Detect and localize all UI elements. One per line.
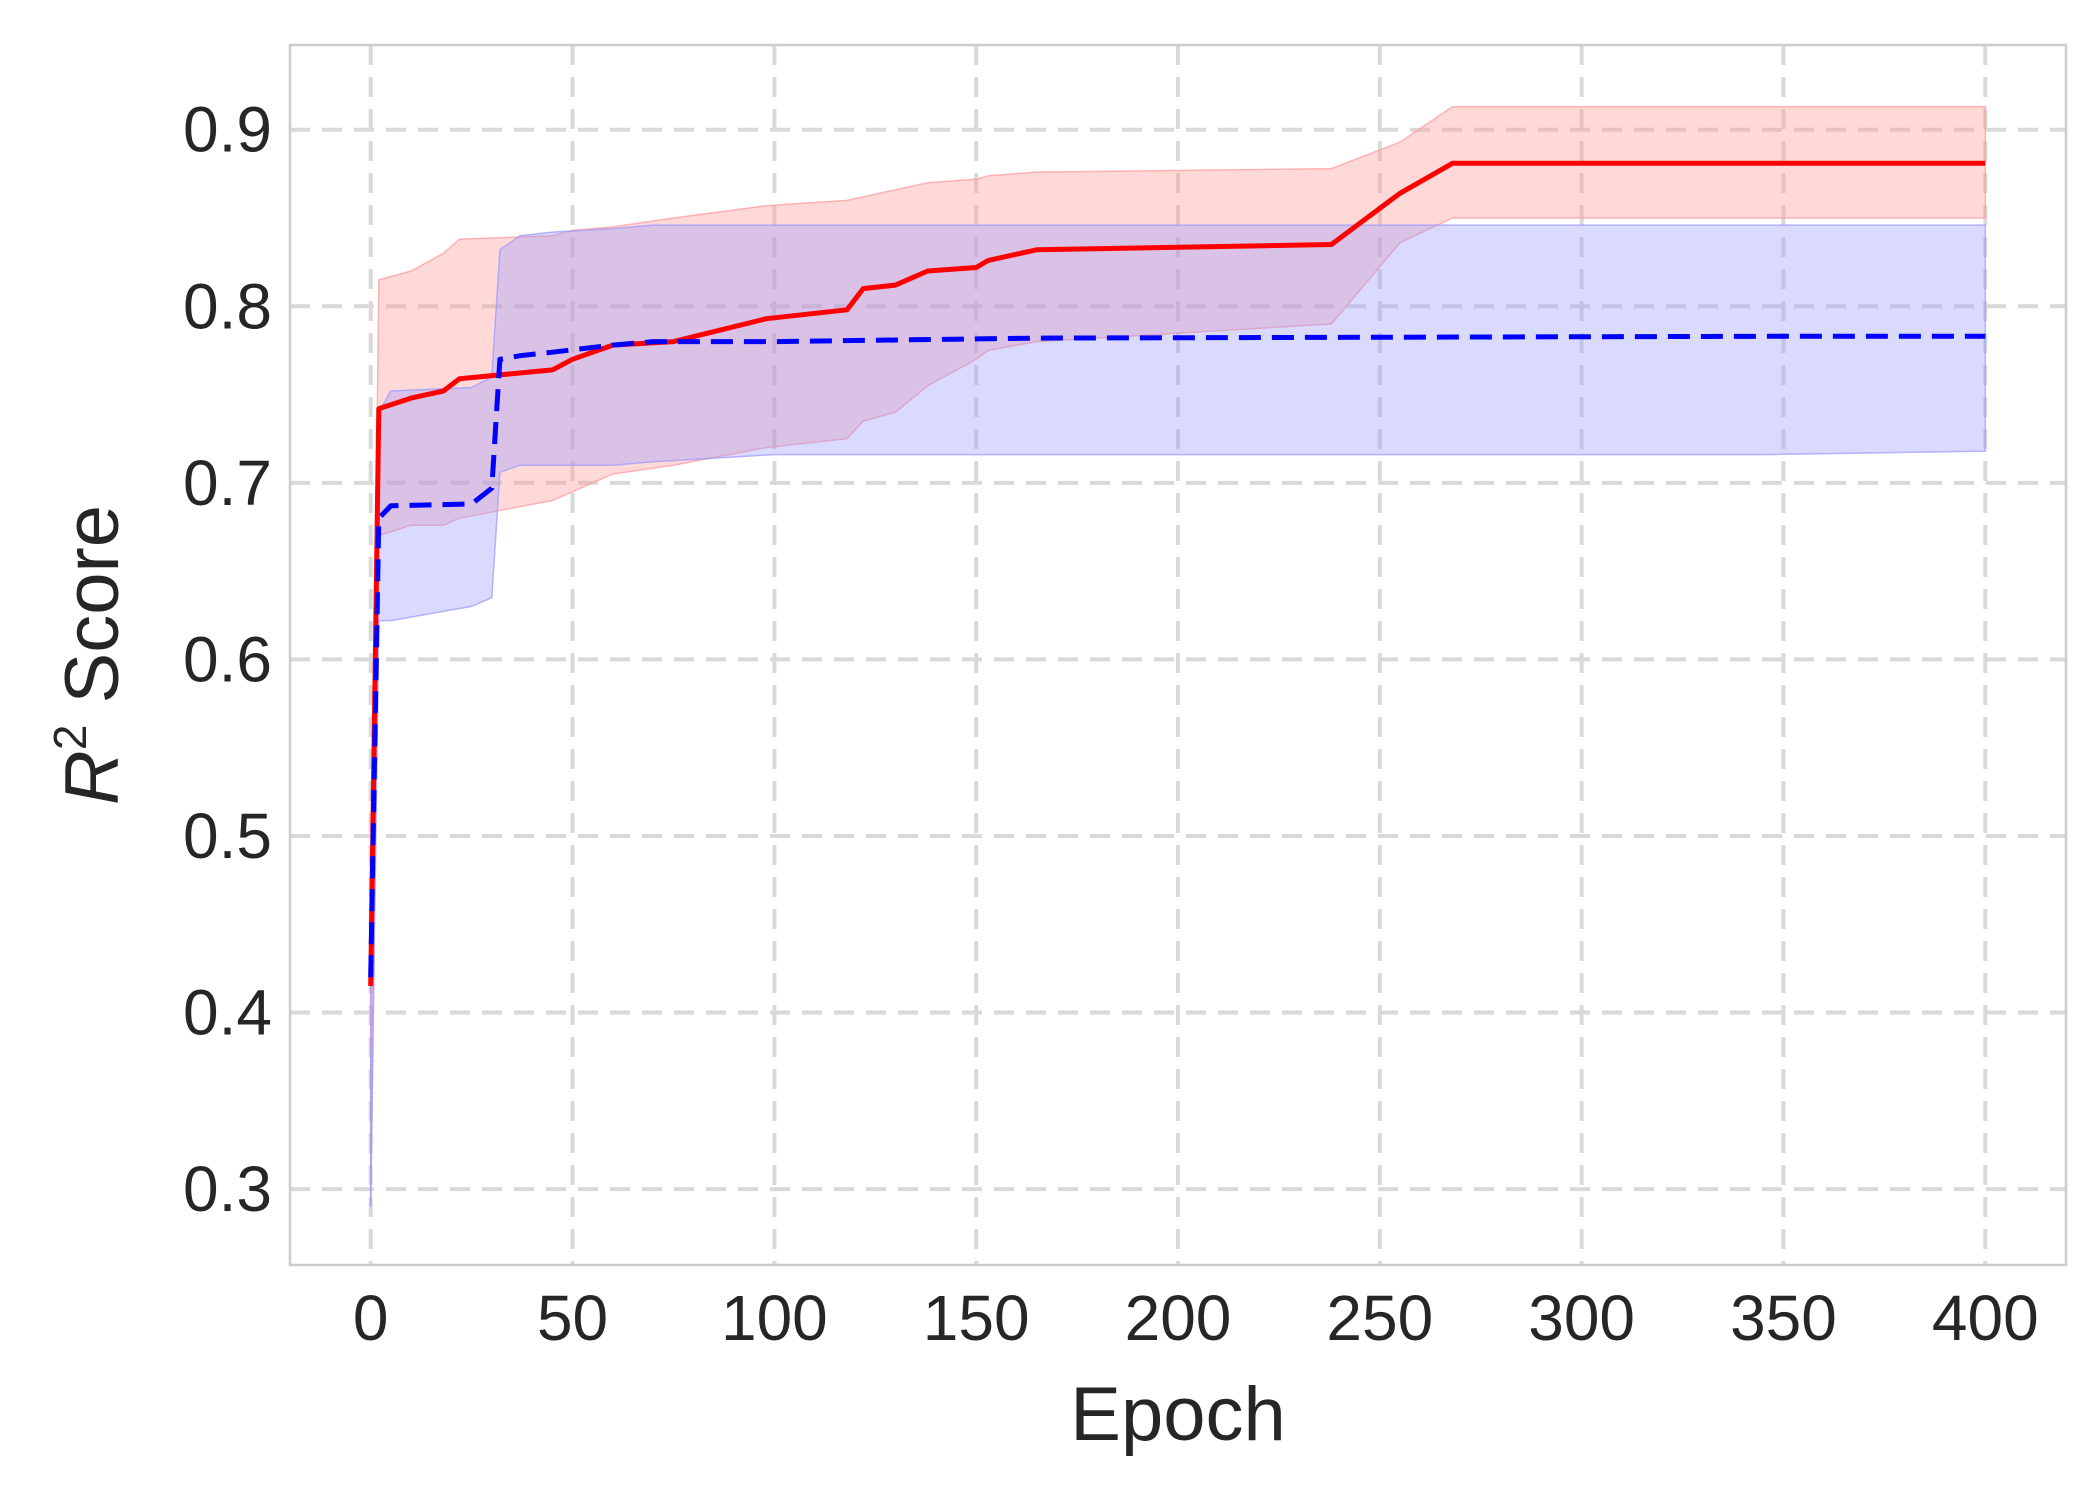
grid [290,45,2066,1265]
x-tick-labels: 0 50 100 150 200 250 300 350 400 [353,1282,2039,1354]
y-tick-label: 0.4 [183,977,272,1049]
confidence-bands [369,106,1987,1207]
y-axis-label: R2 Score [44,505,135,805]
x-tick-label: 50 [537,1282,608,1354]
y-tick-label: 0.8 [183,270,272,342]
x-tick-label: 300 [1528,1282,1635,1354]
line-red-series [368,160,1986,987]
y-tick-label: 0.5 [183,800,272,872]
y-tick-labels: 0.3 0.4 0.5 0.6 0.7 0.8 0.9 [183,94,272,1225]
band-red-series [369,106,1987,1207]
y-axis-label-sup: 2 [44,725,96,751]
x-tick-label: 400 [1932,1282,2039,1354]
y-tick-label: 0.7 [183,447,272,519]
y-tick-label: 0.3 [183,1153,272,1225]
band-blue-series [369,224,1987,1207]
x-tick-label: 100 [721,1282,828,1354]
x-tick-label: 0 [353,1282,389,1354]
x-tick-label: 350 [1730,1282,1837,1354]
x-tick-label: 200 [1125,1282,1232,1354]
y-axis-label-base: R [50,750,135,805]
plot-frame [288,43,2068,1267]
y-tick-label: 0.9 [183,94,272,166]
x-tick-label: 250 [1326,1282,1433,1354]
x-axis-label: Epoch [1070,1372,1286,1457]
y-tick-label: 0.6 [183,623,272,695]
line-blue-series [368,333,1986,978]
y-axis-label-rest: Score [50,505,135,725]
x-tick-label: 150 [923,1282,1030,1354]
series-lines [368,160,1986,987]
